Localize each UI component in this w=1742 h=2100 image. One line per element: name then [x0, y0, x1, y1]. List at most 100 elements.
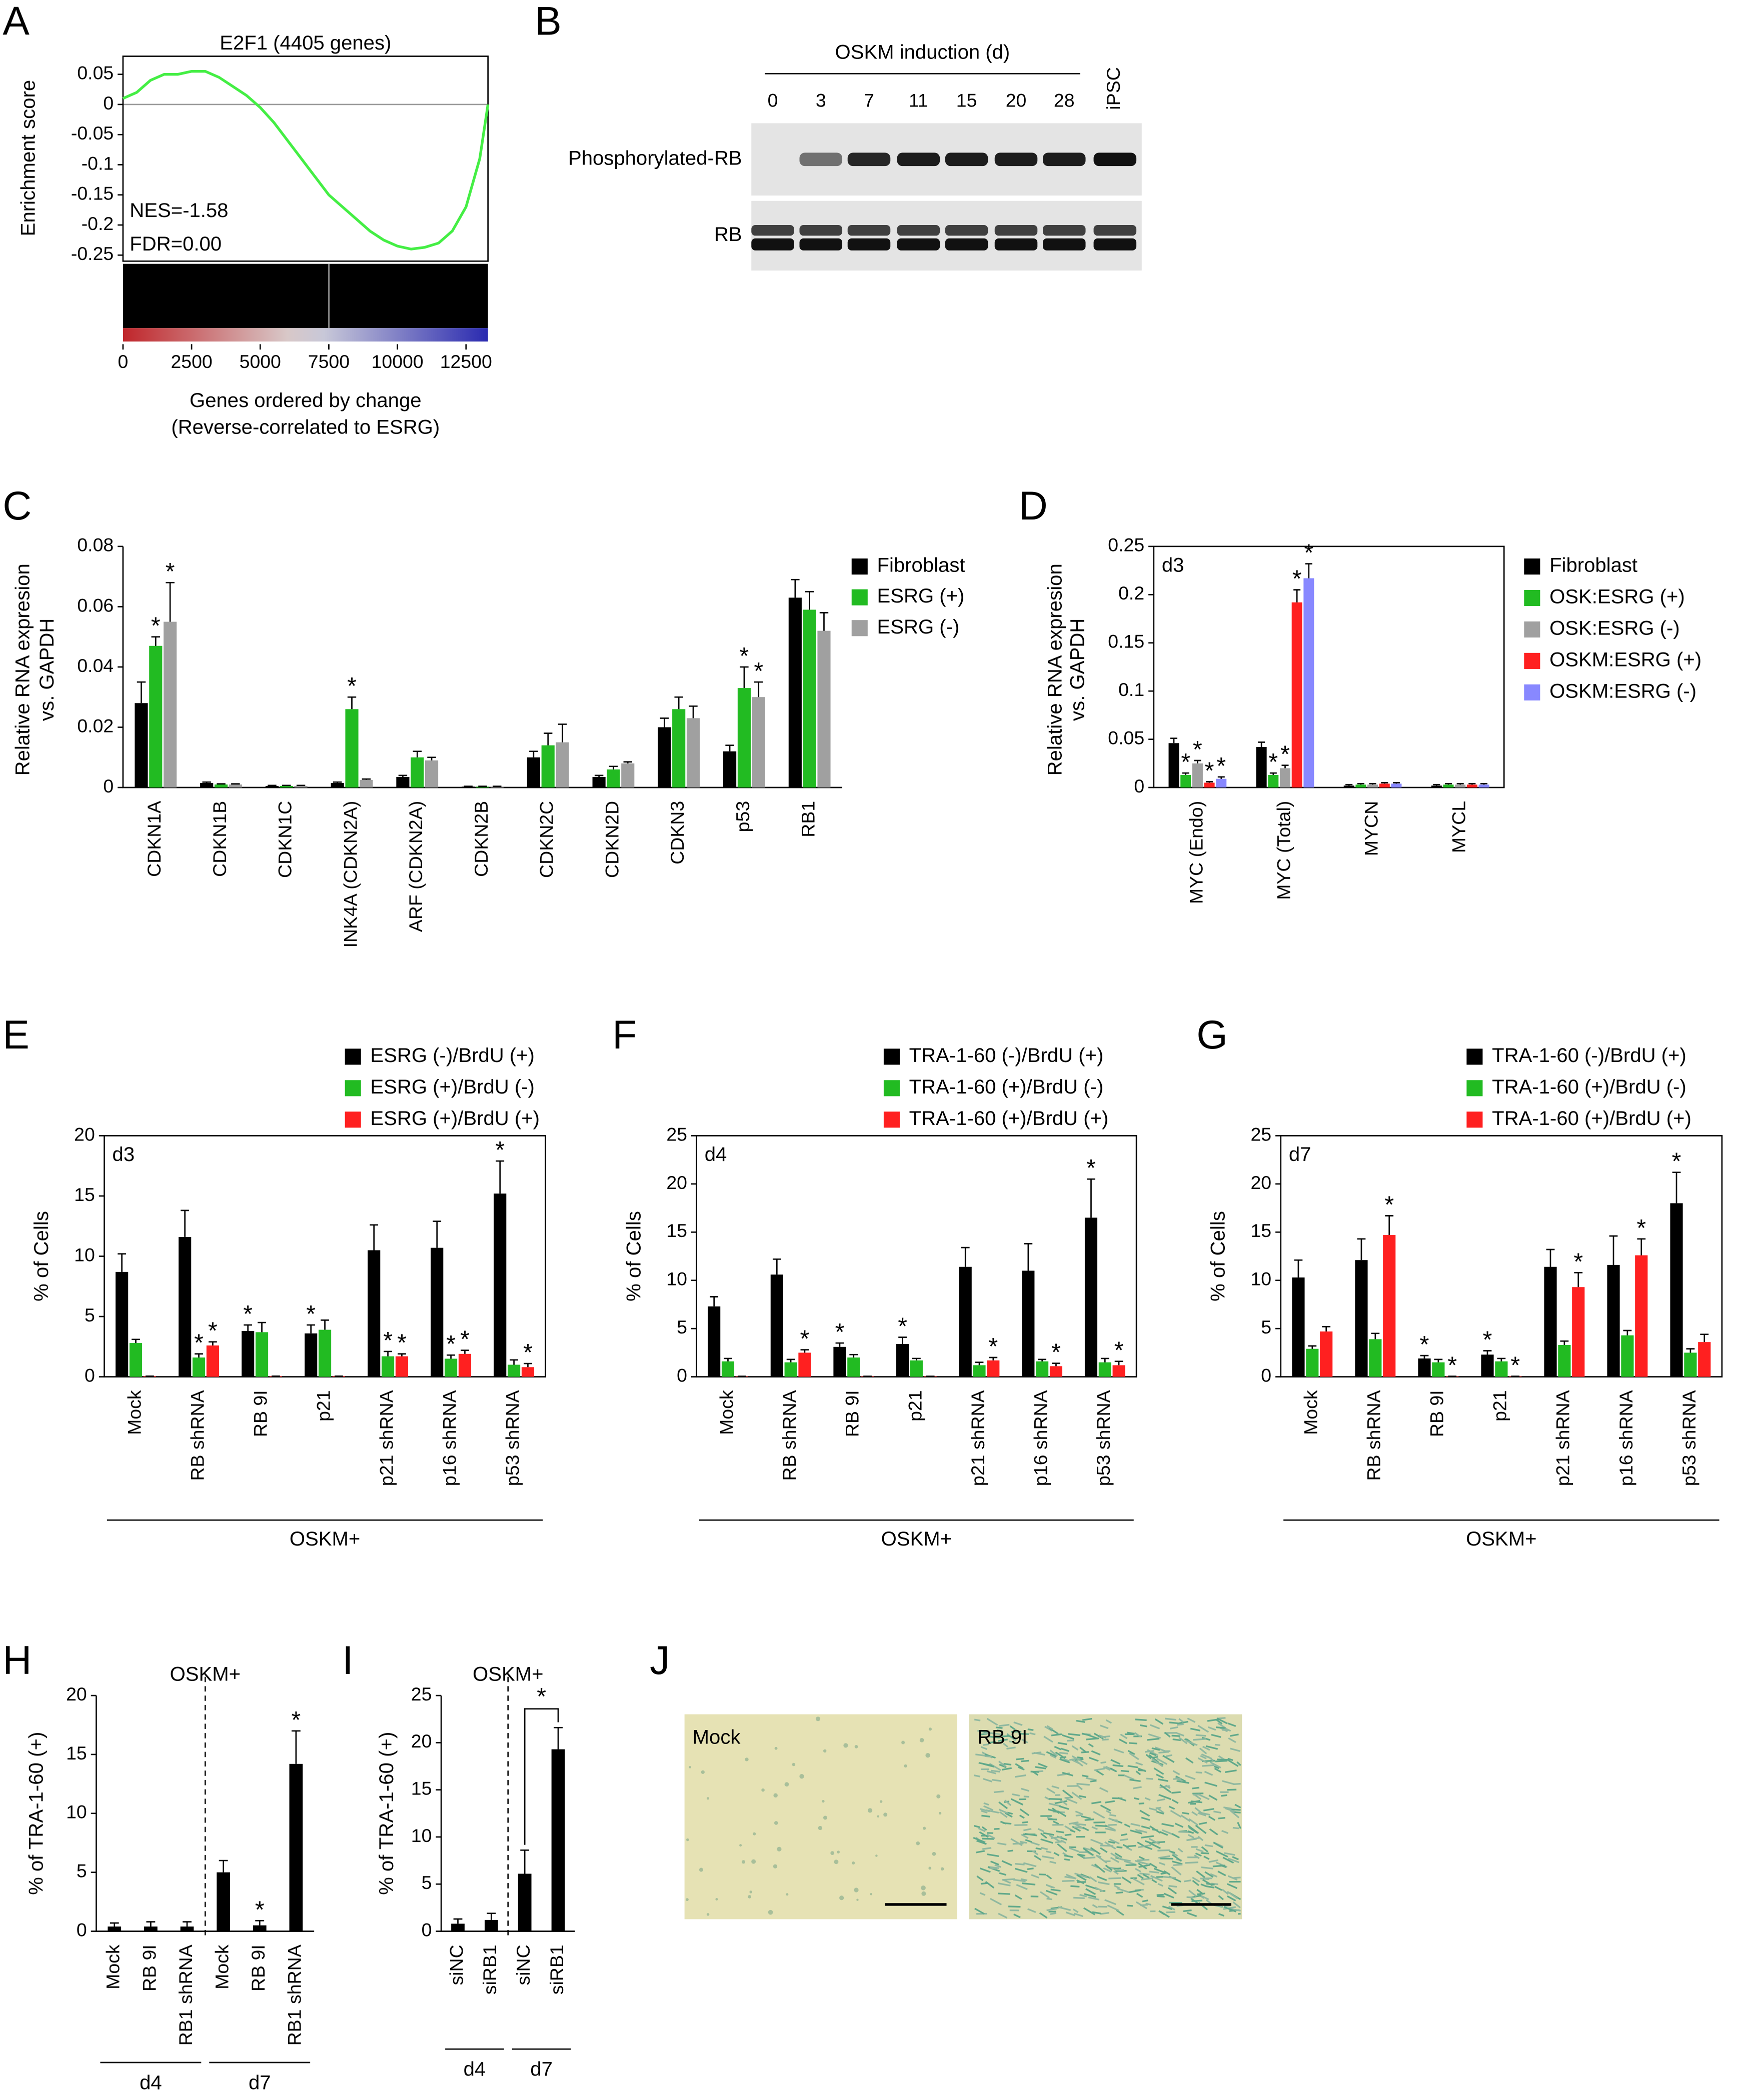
cell	[1060, 1748, 1070, 1752]
significance-mark: *	[495, 1136, 505, 1164]
x-tick-label: MYCN	[1360, 801, 1381, 856]
cell	[1117, 1888, 1130, 1894]
error-bar	[772, 1258, 781, 1275]
cell	[1093, 1810, 1105, 1819]
bar	[803, 610, 816, 788]
cell	[980, 1808, 990, 1812]
x-tick-label: p21	[313, 1390, 334, 1422]
cell	[1076, 1784, 1083, 1790]
cell	[989, 1736, 1000, 1738]
error-bar	[255, 1920, 265, 1926]
cell	[1137, 1874, 1144, 1880]
x-tick-label: RB shRNA	[1363, 1390, 1384, 1480]
cell	[1007, 1812, 1013, 1815]
cell	[1216, 1718, 1228, 1724]
error-bar	[800, 1349, 809, 1353]
cell	[1161, 1823, 1174, 1828]
cell	[1208, 1816, 1216, 1821]
blot-band	[994, 152, 1038, 166]
cell	[1124, 1824, 1131, 1828]
error-bar	[496, 1160, 505, 1194]
cell	[1176, 1780, 1189, 1784]
bar	[1268, 774, 1279, 788]
bar	[658, 727, 671, 788]
cell	[1027, 1728, 1034, 1731]
cell	[1037, 1828, 1044, 1832]
cell	[706, 1913, 710, 1916]
cell	[1145, 1750, 1154, 1753]
bar	[1036, 1361, 1049, 1377]
error-bar	[524, 1362, 532, 1368]
cell	[1100, 1724, 1109, 1730]
significance-mark: *	[1086, 1154, 1096, 1182]
cell	[997, 1842, 1007, 1846]
cell	[1162, 1906, 1173, 1910]
legend-swatch	[1524, 590, 1540, 606]
cell	[1022, 1882, 1036, 1886]
cell	[985, 1880, 995, 1888]
bar	[368, 1250, 381, 1377]
x-tick-label: RB 9I	[842, 1390, 863, 1437]
cell	[1205, 1885, 1214, 1888]
micrograph-label: Mock	[693, 1726, 741, 1748]
bar	[1698, 1342, 1711, 1377]
cell	[1051, 1733, 1062, 1736]
bar	[318, 1330, 332, 1377]
cell	[1225, 1728, 1231, 1732]
error-bar	[1052, 1362, 1060, 1366]
cell	[1088, 1896, 1100, 1900]
cell	[1050, 1888, 1061, 1892]
annotation: d7	[1289, 1143, 1311, 1166]
x-tick-label: Mock	[716, 1390, 737, 1435]
cell	[1069, 1847, 1079, 1852]
cell	[1130, 1830, 1143, 1834]
cell	[1205, 1745, 1218, 1750]
legend-label: OSKM:ESRG (+)	[1549, 648, 1701, 670]
cell	[751, 1859, 756, 1864]
cell	[1138, 1864, 1151, 1868]
cell	[823, 1816, 827, 1820]
cell	[1001, 1767, 1012, 1771]
cell	[1185, 1757, 1194, 1764]
cell	[1165, 1718, 1177, 1721]
x-tick-label: p53 shRNA	[1678, 1390, 1699, 1486]
x-tick-label: MYC (Total)	[1273, 801, 1294, 900]
cell	[1221, 1888, 1229, 1895]
cell	[1188, 1800, 1200, 1804]
cell	[1020, 1760, 1029, 1762]
bar	[425, 760, 439, 788]
cell	[1188, 1890, 1197, 1897]
bar	[1432, 1362, 1445, 1377]
cell	[1152, 1756, 1158, 1759]
cell	[1195, 1771, 1202, 1774]
group-label: OSKM+	[290, 1528, 360, 1550]
bar	[1558, 1344, 1571, 1377]
cell	[1048, 1802, 1061, 1807]
cell	[1044, 1796, 1050, 1800]
cell	[1232, 1856, 1239, 1860]
cell	[1060, 1799, 1068, 1806]
cell	[973, 1836, 986, 1844]
significance-mark: *	[740, 642, 749, 670]
blot-band	[1093, 225, 1137, 236]
cell	[1193, 1738, 1206, 1741]
cell	[979, 1868, 991, 1873]
error-bar	[132, 1338, 140, 1344]
legend-label: OSK:ESRG (-)	[1549, 616, 1680, 639]
cell	[1152, 1841, 1165, 1844]
error-bar	[137, 681, 146, 704]
error-bar	[1038, 1358, 1047, 1362]
significance-mark: *	[1292, 566, 1302, 592]
legend-swatch	[1466, 1112, 1483, 1128]
cell	[1016, 1884, 1028, 1890]
significance-mark: *	[1193, 736, 1202, 763]
y-tick-label: -0.05	[71, 122, 114, 144]
cell	[1083, 1907, 1095, 1916]
cell	[1010, 1838, 1023, 1846]
significance-mark: *	[1672, 1148, 1681, 1175]
cell	[1227, 1883, 1238, 1890]
cell	[1059, 1805, 1069, 1810]
blot-band	[847, 152, 891, 166]
cell	[1015, 1862, 1025, 1866]
cell	[1046, 1874, 1052, 1880]
